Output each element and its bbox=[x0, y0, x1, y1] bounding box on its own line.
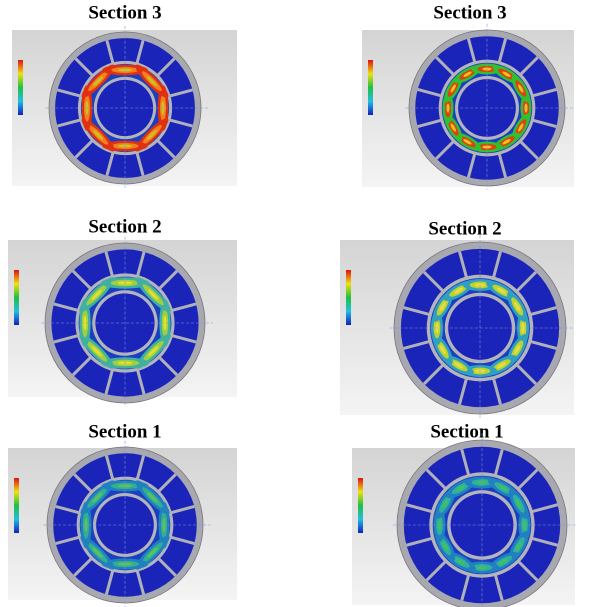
color-scale bbox=[14, 270, 19, 325]
panel-title: Section 2 bbox=[428, 218, 501, 239]
panel-title: Section 1 bbox=[88, 421, 161, 442]
color-scale bbox=[346, 270, 351, 325]
color-scale bbox=[18, 60, 23, 115]
panel-title: Section 3 bbox=[433, 2, 506, 23]
figure: Section 3 Section 3 Section 2 Section 2 … bbox=[0, 0, 595, 607]
contour-image bbox=[352, 433, 576, 607]
panel-title: Section 3 bbox=[88, 2, 161, 23]
contour-image bbox=[12, 26, 237, 188]
contour-image bbox=[8, 237, 237, 407]
contour-image bbox=[362, 24, 574, 190]
contour-image bbox=[340, 235, 575, 418]
panel-title: Section 1 bbox=[430, 421, 503, 442]
color-scale bbox=[14, 478, 19, 533]
color-scale bbox=[358, 478, 363, 533]
color-scale bbox=[368, 60, 373, 115]
panel-title: Section 2 bbox=[88, 216, 161, 237]
contour-image bbox=[8, 441, 237, 607]
